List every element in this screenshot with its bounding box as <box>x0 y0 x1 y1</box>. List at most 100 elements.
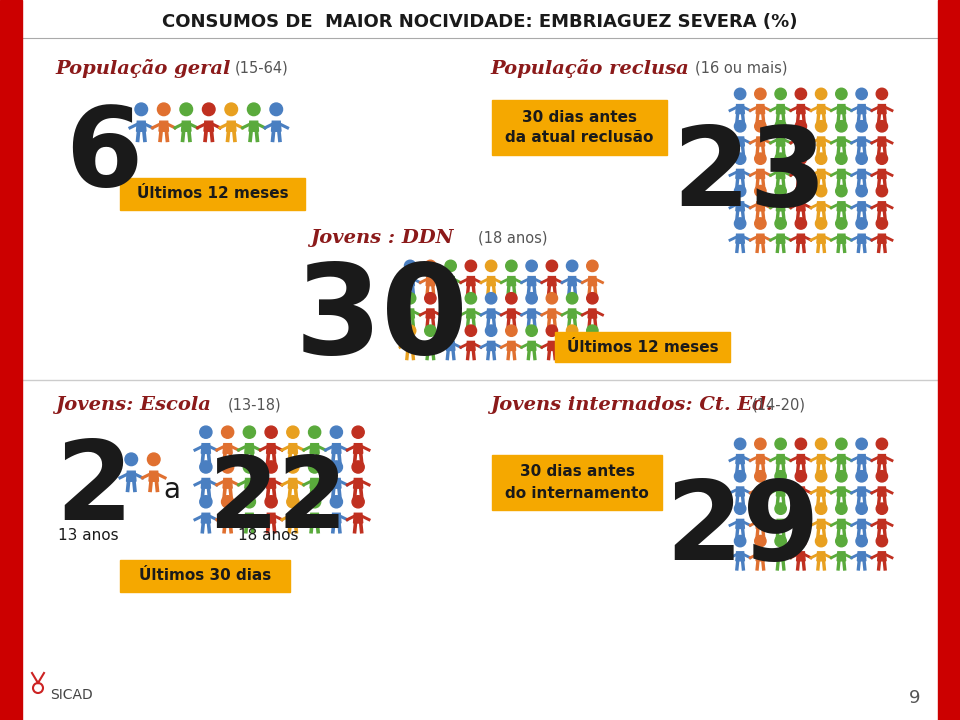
Text: 22: 22 <box>208 451 348 549</box>
Circle shape <box>424 260 436 271</box>
Polygon shape <box>426 341 435 351</box>
Polygon shape <box>817 519 826 528</box>
Polygon shape <box>756 487 764 496</box>
Circle shape <box>775 121 786 132</box>
Circle shape <box>222 426 233 438</box>
Circle shape <box>815 121 827 132</box>
Text: (14-20): (14-20) <box>752 397 806 413</box>
Polygon shape <box>136 121 146 131</box>
Circle shape <box>815 89 827 99</box>
Polygon shape <box>817 202 826 211</box>
Circle shape <box>815 503 827 514</box>
Circle shape <box>222 495 233 508</box>
Polygon shape <box>817 137 826 146</box>
Text: 18 anos: 18 anos <box>238 528 299 542</box>
Polygon shape <box>202 444 210 454</box>
Circle shape <box>795 503 806 514</box>
Polygon shape <box>797 234 805 243</box>
Polygon shape <box>487 341 495 351</box>
Circle shape <box>157 103 170 116</box>
Polygon shape <box>159 121 168 131</box>
Polygon shape <box>817 169 826 179</box>
Circle shape <box>506 292 517 304</box>
Circle shape <box>404 260 416 271</box>
Circle shape <box>404 325 416 336</box>
Circle shape <box>775 218 786 229</box>
Circle shape <box>734 218 746 229</box>
Polygon shape <box>857 169 866 179</box>
Text: População geral: População geral <box>55 58 230 78</box>
Polygon shape <box>756 234 764 243</box>
Polygon shape <box>127 471 136 481</box>
Polygon shape <box>527 276 536 286</box>
Circle shape <box>775 153 786 164</box>
Polygon shape <box>249 121 258 131</box>
Circle shape <box>836 153 847 164</box>
Polygon shape <box>736 552 744 561</box>
Text: 30 dias antes
da atual reclusão: 30 dias antes da atual reclusão <box>505 109 654 145</box>
Polygon shape <box>797 519 805 528</box>
Polygon shape <box>777 552 785 561</box>
Polygon shape <box>204 121 213 131</box>
Circle shape <box>815 218 827 229</box>
Polygon shape <box>245 479 254 488</box>
Polygon shape <box>267 513 276 523</box>
Polygon shape <box>797 137 805 146</box>
Polygon shape <box>527 309 536 318</box>
Polygon shape <box>777 487 785 496</box>
Polygon shape <box>507 341 516 351</box>
Circle shape <box>225 103 237 116</box>
Polygon shape <box>837 552 846 561</box>
Circle shape <box>125 453 137 466</box>
Circle shape <box>243 426 255 438</box>
Circle shape <box>795 121 806 132</box>
Circle shape <box>856 89 867 99</box>
Circle shape <box>404 292 416 304</box>
Polygon shape <box>332 444 341 454</box>
Circle shape <box>135 103 148 116</box>
Polygon shape <box>797 169 805 179</box>
Circle shape <box>775 186 786 197</box>
Polygon shape <box>736 104 744 114</box>
Polygon shape <box>467 341 475 351</box>
Polygon shape <box>817 234 826 243</box>
Circle shape <box>775 438 786 449</box>
Polygon shape <box>857 487 866 496</box>
Polygon shape <box>332 479 341 488</box>
Circle shape <box>836 438 847 449</box>
Circle shape <box>795 438 806 449</box>
Bar <box>555 332 730 362</box>
Text: 9: 9 <box>909 689 921 707</box>
Circle shape <box>876 536 888 546</box>
Text: Jovens internados: Ct. Ed.: Jovens internados: Ct. Ed. <box>490 396 773 414</box>
Polygon shape <box>777 104 785 114</box>
Polygon shape <box>877 552 886 561</box>
Circle shape <box>265 495 277 508</box>
Polygon shape <box>202 479 210 488</box>
Text: 13 anos: 13 anos <box>58 528 118 542</box>
Circle shape <box>506 325 517 336</box>
Circle shape <box>836 503 847 514</box>
Circle shape <box>200 461 212 473</box>
Circle shape <box>734 121 746 132</box>
Polygon shape <box>353 479 363 488</box>
Circle shape <box>506 260 517 271</box>
Circle shape <box>546 292 558 304</box>
Text: 2: 2 <box>55 436 132 544</box>
Circle shape <box>876 121 888 132</box>
Circle shape <box>444 325 456 336</box>
Polygon shape <box>736 487 744 496</box>
Polygon shape <box>527 341 536 351</box>
Text: (18 anos): (18 anos) <box>478 230 547 246</box>
Text: a: a <box>163 476 180 504</box>
Polygon shape <box>223 513 232 523</box>
Bar <box>492 455 662 510</box>
Polygon shape <box>877 137 886 146</box>
Polygon shape <box>877 519 886 528</box>
Circle shape <box>795 218 806 229</box>
Circle shape <box>424 325 436 336</box>
Polygon shape <box>245 444 254 454</box>
Circle shape <box>486 260 496 271</box>
Polygon shape <box>736 137 744 146</box>
Circle shape <box>815 536 827 546</box>
